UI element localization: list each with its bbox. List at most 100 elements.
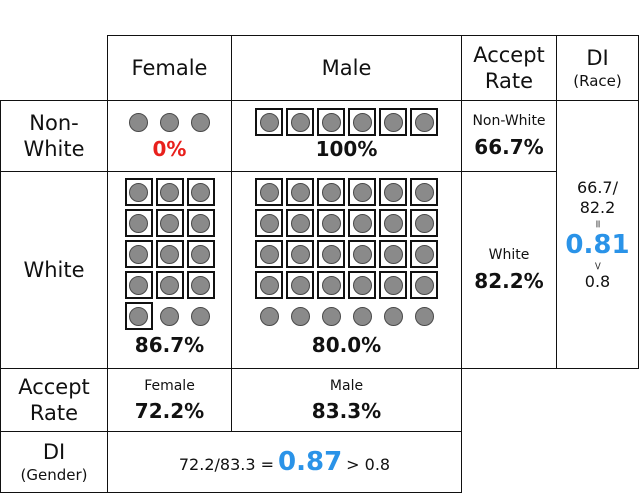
accepted-applicant <box>410 209 438 237</box>
accepted-applicant <box>124 209 153 237</box>
rejected-applicant <box>125 108 153 136</box>
di-race-eq: = <box>591 218 605 229</box>
col-header-male-label: Male <box>321 56 372 80</box>
row-header-di-line2: (Gender) <box>20 466 88 484</box>
rate-white-female: 86.7% <box>134 333 205 357</box>
di-gender-value: 0.87 <box>278 447 343 477</box>
accepted-applicant <box>379 209 407 237</box>
col-header-male: Male <box>231 35 462 101</box>
di-gender-cell: 72.2/83.3 = 0.87 > 0.8 <box>107 431 462 493</box>
rejected-applicant <box>348 302 376 330</box>
row-header-white: White <box>0 171 108 369</box>
accepted-applicant <box>379 178 407 206</box>
accepted-applicant <box>124 271 153 299</box>
di-race-value: 0.81 <box>565 229 630 260</box>
applicant-dot <box>321 244 341 264</box>
applicant-dot <box>352 306 372 326</box>
rejected-applicant <box>187 108 215 136</box>
accepted-applicant <box>186 178 215 206</box>
rejected-applicant <box>156 108 184 136</box>
applicant-dot <box>191 306 210 326</box>
applicant-dot <box>352 112 372 132</box>
rejected-applicant <box>410 302 438 330</box>
applicant-dot <box>290 244 310 264</box>
applicant-dot <box>129 306 148 326</box>
applicant-dot <box>191 112 210 132</box>
applicant-dot <box>383 213 403 233</box>
col-header-accept-line1: Accept <box>473 43 545 67</box>
accepted-applicant <box>186 271 215 299</box>
row-header-di-line1: DI <box>42 440 66 464</box>
dots-nonwhite-male <box>255 108 438 136</box>
col-header-accept-rate: Accept Rate <box>461 35 557 101</box>
rate-nonwhite-male: 100% <box>315 137 378 161</box>
cell-nonwhite-male: 100% <box>231 100 462 172</box>
applicant-dot <box>129 213 148 233</box>
accepted-applicant <box>255 108 283 136</box>
applicant-dot <box>414 244 434 264</box>
accepted-applicant <box>317 108 345 136</box>
gender-rate-male-label: Male <box>329 377 364 394</box>
applicant-dot <box>160 275 179 295</box>
accepted-applicant <box>348 178 376 206</box>
gender-rate-female-label: Female <box>144 377 195 394</box>
applicant-dot <box>290 112 310 132</box>
applicant-dot <box>259 112 279 132</box>
di-gender-ratio: 72.2/83.3 = <box>178 455 275 474</box>
applicant-dot <box>129 182 148 202</box>
applicant-dot <box>352 213 372 233</box>
applicant-dot <box>160 182 179 202</box>
applicant-dot <box>383 182 403 202</box>
row-header-non-white-line2: White <box>23 137 85 161</box>
applicant-dot <box>414 182 434 202</box>
accepted-applicant <box>155 271 184 299</box>
dots-nonwhite-female <box>125 108 215 136</box>
accepted-applicant <box>286 240 314 268</box>
accepted-applicant <box>155 240 184 268</box>
race-rate-white: White 82.2% <box>461 171 557 369</box>
col-header-female: Female <box>107 35 232 101</box>
accepted-applicant <box>286 271 314 299</box>
accepted-applicant <box>255 271 283 299</box>
accepted-applicant <box>410 240 438 268</box>
rate-nonwhite-female: 0% <box>152 137 187 161</box>
row-header-accept-rate: Accept Rate <box>0 368 108 432</box>
accepted-applicant <box>410 108 438 136</box>
applicant-dot <box>160 112 179 132</box>
col-header-female-label: Female <box>131 56 208 80</box>
accepted-applicant <box>348 108 376 136</box>
rejected-applicant <box>156 302 184 330</box>
applicant-dot <box>290 275 310 295</box>
applicant-dot <box>259 244 279 264</box>
accepted-applicant <box>410 271 438 299</box>
accepted-applicant <box>317 240 345 268</box>
di-race-threshold: 0.8 <box>584 271 611 291</box>
row-header-non-white: Non- White <box>0 100 108 172</box>
applicant-dot <box>259 182 279 202</box>
race-rate-white-value: 82.2% <box>474 269 544 293</box>
accepted-applicant <box>379 240 407 268</box>
dots-white-male <box>255 178 438 330</box>
accepted-applicant <box>255 178 283 206</box>
col-header-di-line2: (Race) <box>573 72 622 90</box>
rate-white-male: 80.0% <box>311 333 382 357</box>
applicant-dot <box>352 275 372 295</box>
accepted-applicant <box>255 240 283 268</box>
applicant-dot <box>321 275 341 295</box>
applicant-dot <box>259 275 279 295</box>
accepted-applicant <box>317 271 345 299</box>
applicant-dot <box>414 275 434 295</box>
accepted-applicant <box>317 178 345 206</box>
col-header-di-race: DI (Race) <box>556 35 639 101</box>
applicant-dot <box>160 306 179 326</box>
gender-rate-male: Male 83.3% <box>231 368 462 432</box>
accepted-applicant <box>124 302 153 330</box>
accepted-applicant <box>124 240 153 268</box>
di-race-ratio-line1: 66.7/ <box>576 177 618 197</box>
applicant-dot <box>290 306 310 326</box>
applicant-dot <box>129 275 148 295</box>
accepted-applicant <box>186 209 215 237</box>
row-header-non-white-line1: Non- <box>29 111 79 135</box>
rejected-applicant <box>317 302 345 330</box>
applicant-dot <box>290 213 310 233</box>
